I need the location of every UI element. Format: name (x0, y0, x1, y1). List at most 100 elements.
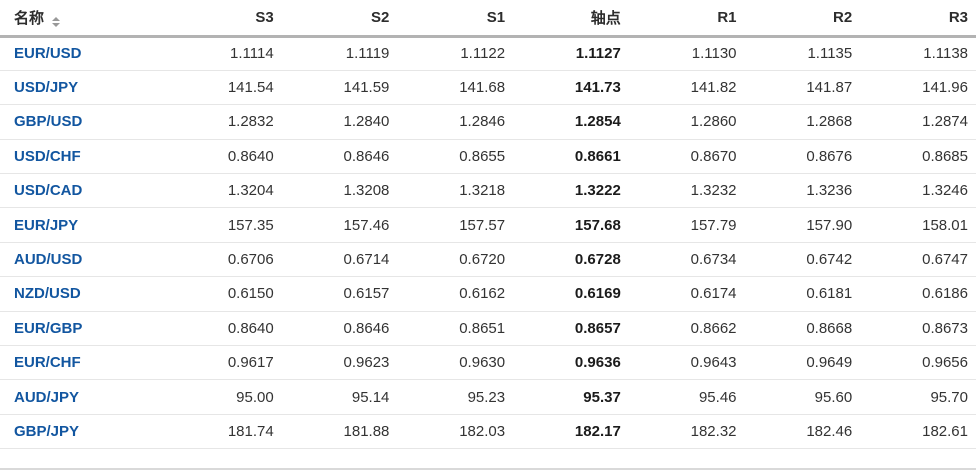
cell-name: EUR/CHF (0, 345, 166, 381)
cell-r3: 0.6186 (860, 276, 976, 312)
cell-s3: 0.6150 (166, 276, 282, 312)
cell-r1: 182.32 (628, 414, 745, 450)
cell-pivot: 0.6728 (513, 242, 629, 278)
sort-up-icon (52, 16, 61, 21)
pair-link[interactable]: USD/JPY (14, 79, 79, 97)
pair-link[interactable]: USD/CAD (14, 182, 83, 200)
cell-pivot: 182.17 (513, 414, 629, 450)
cell-s2: 157.46 (281, 207, 398, 243)
cell-r3: 0.8673 (860, 311, 976, 347)
pivot-points-table: 名称 S3 S2 S1 轴点 R1 R2 R3 EUR/USD 1.1114 1.1119 1.11… (0, 0, 976, 450)
cell-name: EUR/JPY (0, 207, 166, 243)
cell-s1: 1.3218 (397, 173, 514, 209)
cell-s2: 141.59 (281, 70, 398, 106)
table-row: USD/CHF 0.8640 0.8646 0.8655 0.8661 0.8670 0.8… (0, 139, 976, 175)
cell-s1: 0.6162 (397, 276, 514, 312)
cell-r2: 1.2868 (744, 104, 861, 140)
cell-s3: 1.2832 (166, 104, 282, 140)
cell-s1: 1.1122 (397, 36, 514, 71)
table-row: GBP/USD 1.2832 1.2840 1.2846 1.2854 1.2860 1.2… (0, 104, 976, 140)
table-row: EUR/CHF 0.9617 0.9623 0.9630 0.9636 0.9643 0.9… (0, 345, 976, 381)
column-header-pivot: 轴点 (513, 0, 629, 38)
cell-r2: 0.6181 (744, 276, 861, 312)
cell-name: AUD/USD (0, 242, 166, 278)
cell-r2: 182.46 (744, 414, 861, 450)
cell-name: EUR/GBP (0, 311, 166, 347)
cell-s1: 1.2846 (397, 104, 514, 140)
pair-link[interactable]: GBP/USD (14, 113, 83, 131)
cell-s1: 0.8655 (397, 139, 514, 175)
cell-s2: 95.14 (281, 379, 398, 415)
cell-s3: 181.74 (166, 414, 282, 450)
sort-down-icon (52, 22, 61, 27)
cell-r3: 0.6747 (860, 242, 976, 278)
pair-link[interactable]: EUR/JPY (14, 216, 79, 234)
column-header-label: S2 (371, 8, 390, 26)
bottom-divider (0, 468, 976, 470)
cell-r1: 0.8662 (628, 311, 745, 347)
cell-r2: 95.60 (744, 379, 861, 415)
cell-pivot: 0.8661 (513, 139, 629, 175)
pair-link[interactable]: AUD/USD (14, 251, 83, 269)
cell-s3: 0.9617 (166, 345, 282, 381)
cell-name: NZD/USD (0, 276, 166, 312)
cell-r1: 0.9643 (628, 345, 745, 381)
cell-s1: 95.23 (397, 379, 514, 415)
cell-name: USD/JPY (0, 70, 166, 106)
pair-link[interactable]: EUR/GBP (14, 319, 83, 337)
cell-r2: 0.6742 (744, 242, 861, 278)
cell-s2: 0.6714 (281, 242, 398, 278)
column-header-s2: S2 (281, 0, 398, 38)
column-header-name[interactable]: 名称 (0, 0, 166, 38)
cell-name: GBP/JPY (0, 414, 166, 450)
cell-pivot: 1.3222 (513, 173, 629, 209)
cell-r1: 1.3232 (628, 173, 745, 209)
cell-r1: 141.82 (628, 70, 745, 106)
pair-link[interactable]: EUR/CHF (14, 354, 81, 372)
cell-r3: 0.9656 (860, 345, 976, 381)
cell-pivot: 0.6169 (513, 276, 629, 312)
table-row: NZD/USD 0.6150 0.6157 0.6162 0.6169 0.6174 0.6… (0, 276, 976, 312)
column-header-r1: R1 (628, 0, 745, 38)
cell-r3: 182.61 (860, 414, 976, 450)
table-row: EUR/USD 1.1114 1.1119 1.1122 1.1127 1.1130 1.1… (0, 36, 976, 71)
cell-r2: 0.8668 (744, 311, 861, 347)
cell-r3: 1.1138 (860, 36, 976, 71)
table-body: EUR/USD 1.1114 1.1119 1.1122 1.1127 1.1130 1.1… (0, 36, 976, 450)
cell-s2: 1.1119 (281, 36, 398, 71)
cell-name: USD/CAD (0, 173, 166, 209)
cell-s1: 182.03 (397, 414, 514, 450)
cell-s3: 1.3204 (166, 173, 282, 209)
cell-pivot: 95.37 (513, 379, 629, 415)
cell-s1: 0.6720 (397, 242, 514, 278)
pair-link[interactable]: GBP/JPY (14, 422, 80, 440)
column-header-label: R1 (717, 8, 737, 26)
cell-r1: 0.6734 (628, 242, 745, 278)
cell-s1: 141.68 (397, 70, 514, 106)
cell-s2: 0.9623 (281, 345, 398, 381)
table-row: GBP/JPY 181.74 181.88 182.03 182.17 182.32 182… (0, 414, 976, 450)
cell-r3: 1.2874 (860, 104, 976, 140)
cell-pivot: 0.8657 (513, 311, 629, 347)
table-row: AUD/USD 0.6706 0.6714 0.6720 0.6728 0.6734 0.6… (0, 242, 976, 278)
cell-pivot: 1.1127 (513, 36, 629, 71)
cell-s3: 0.8640 (166, 311, 282, 347)
cell-s1: 0.8651 (397, 311, 514, 347)
pair-link[interactable]: NZD/USD (14, 285, 81, 303)
cell-s2: 0.6157 (281, 276, 398, 312)
sort-arrows-icon (52, 16, 61, 27)
pair-link[interactable]: AUD/JPY (14, 388, 80, 406)
column-header-label: R2 (833, 8, 853, 26)
table-row: AUD/JPY 95.00 95.14 95.23 95.37 95.46 95.60 95.… (0, 379, 976, 415)
cell-r3: 158.01 (860, 207, 976, 243)
cell-name: EUR/USD (0, 36, 166, 71)
column-header-r3: R3 (860, 0, 976, 38)
cell-r2: 141.87 (744, 70, 861, 106)
cell-s1: 0.9630 (397, 345, 514, 381)
table-row: EUR/GBP 0.8640 0.8646 0.8651 0.8657 0.8662 0.8… (0, 311, 976, 347)
pair-link[interactable]: EUR/USD (14, 45, 82, 63)
pair-link[interactable]: USD/CHF (14, 147, 81, 165)
cell-s1: 157.57 (397, 207, 514, 243)
cell-r2: 157.90 (744, 207, 861, 243)
cell-pivot: 1.2854 (513, 104, 629, 140)
